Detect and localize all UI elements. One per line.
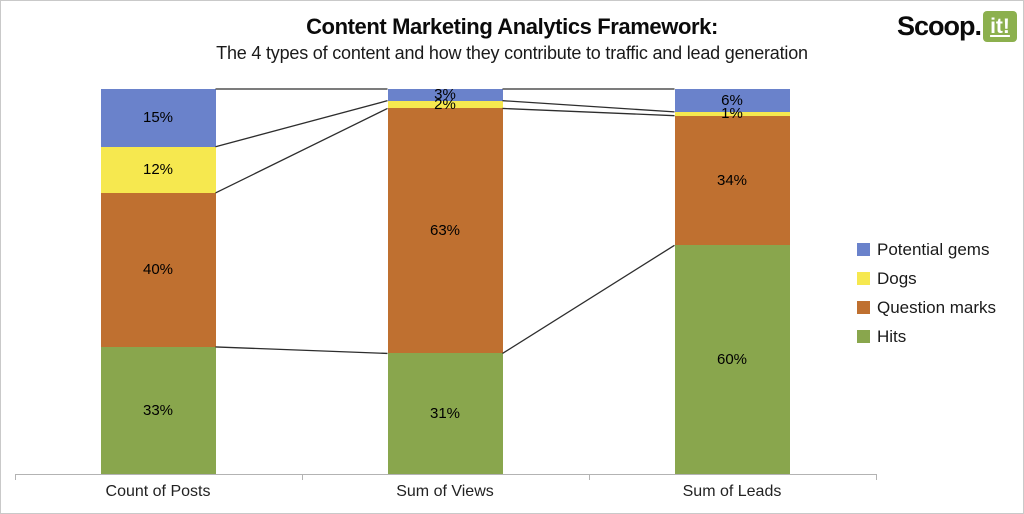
segment-dogs: 1% xyxy=(674,106,790,121)
legend-label: Hits xyxy=(877,326,907,346)
segment-label: 2% xyxy=(434,96,456,114)
segment-label: 12% xyxy=(142,161,174,179)
segment-label: 1% xyxy=(721,105,743,123)
segment-label: 40% xyxy=(142,261,174,279)
bar-count-of-posts: 15% 12% 40% 33% xyxy=(100,89,216,474)
legend-item-dogs: Dogs xyxy=(857,264,996,293)
connector-line xyxy=(502,100,675,113)
scoopit-logo-word: Scoop. xyxy=(896,11,982,41)
legend-swatch xyxy=(857,330,870,343)
legend-item-hits: Hits xyxy=(857,322,996,351)
segment-hits: 31% xyxy=(387,353,503,474)
legend-item-potential-gems: Potential gems xyxy=(857,235,996,264)
connector-line xyxy=(502,244,675,354)
scoopit-logo: Scoop. it! xyxy=(897,11,1017,42)
legend: Potential gems Dogs Question marks Hits xyxy=(857,235,996,351)
segment-dogs: 2% xyxy=(387,96,503,114)
segment-label: 3% xyxy=(434,86,456,104)
segment-hits: 60% xyxy=(674,245,790,474)
segment-potential-gems: 6% xyxy=(674,89,790,112)
segment-label: 33% xyxy=(142,401,174,419)
segment-label: 60% xyxy=(716,351,748,369)
axis-tick xyxy=(301,474,303,480)
connector-line xyxy=(502,107,675,117)
segment-hits: 33% xyxy=(100,346,216,474)
segment-label: 15% xyxy=(142,109,174,127)
category-label: Sum of Views xyxy=(396,483,494,500)
chart-title: Content Marketing Analytics Framework: xyxy=(306,14,718,39)
segment-dogs: 12% xyxy=(100,146,216,193)
segment-label: 31% xyxy=(429,405,461,423)
legend-swatch xyxy=(857,272,870,285)
axis-tick xyxy=(14,474,16,480)
legend-item-question-marks: Question marks xyxy=(857,293,996,322)
connector-line xyxy=(215,100,388,148)
axis-tick xyxy=(588,474,590,480)
segment-question-marks: 40% xyxy=(100,192,216,347)
segment-question-marks: 63% xyxy=(387,108,503,354)
legend-swatch xyxy=(857,243,870,256)
axis-tick xyxy=(875,474,877,480)
segment-potential-gems: 3% xyxy=(387,86,503,104)
legend-swatch xyxy=(857,301,870,314)
connector-line xyxy=(215,346,388,355)
segment-question-marks: 34% xyxy=(674,115,790,246)
bar-sum-of-leads: 6% 1% 34% 60% xyxy=(674,89,790,474)
segment-potential-gems: 15% xyxy=(100,89,216,147)
category-label: Sum of Leads xyxy=(682,483,782,500)
connector-line xyxy=(215,107,388,194)
segment-label: 6% xyxy=(721,91,743,109)
segment-label: 34% xyxy=(716,171,748,189)
legend-label: Question marks xyxy=(877,297,997,317)
bar-sum-of-views: 3% 2% 63% 31% xyxy=(387,86,503,474)
x-axis-line xyxy=(14,474,876,475)
legend-label: Potential gems xyxy=(877,239,990,259)
category-label: Count of Posts xyxy=(105,483,211,500)
legend-label: Dogs xyxy=(877,268,917,288)
chart-subtitle: The 4 types of content and how they cont… xyxy=(216,43,808,63)
segment-label: 63% xyxy=(429,222,461,240)
scoopit-logo-badge: it! xyxy=(983,11,1017,42)
